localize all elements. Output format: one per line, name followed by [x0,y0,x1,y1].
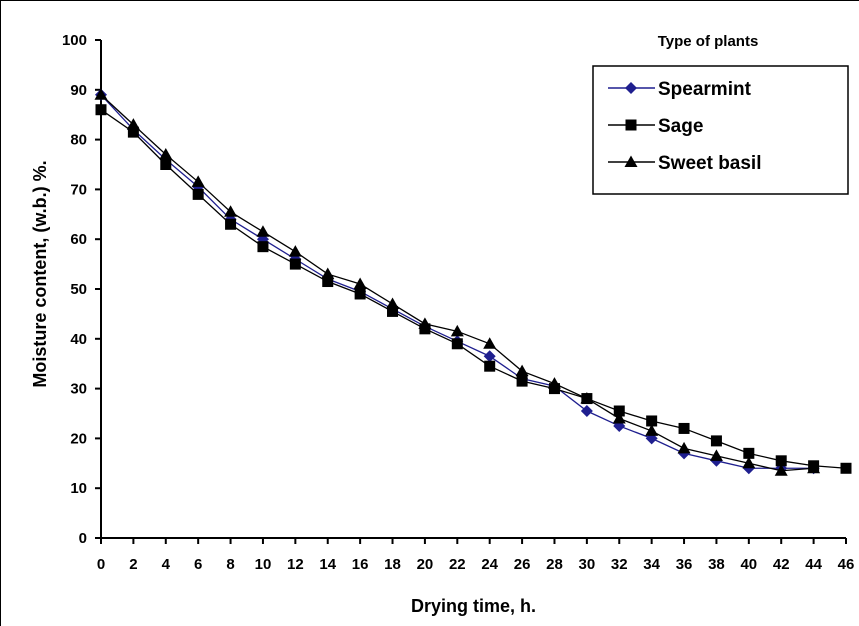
sage-point [160,159,172,170]
y-axis-title: Moisture content, (w.b.) %. [30,160,50,387]
x-tick-label: 10 [255,556,272,573]
y-tick-label: 80 [70,132,87,149]
sage-point [225,218,237,230]
sage-point [743,447,755,459]
legend-marker-sage [625,119,637,131]
sweet-basil-point [321,267,335,280]
sweet-basil-point [450,324,464,337]
x-tick-label: 42 [773,556,790,573]
sage-point [516,375,528,387]
x-tick-label: 46 [838,556,855,573]
x-axis-title: Drying time, h. [411,596,536,616]
legend-item-sweet-basil: Sweet basil [608,153,762,174]
legend-label-sage: Sage [658,116,703,137]
x-tick-label: 0 [97,556,105,573]
sage-point [95,104,107,116]
legend-marker-spearmint [625,82,637,94]
sage-point [257,241,269,253]
x-tick-label: 12 [287,556,304,573]
sage-point [127,126,139,138]
y-axis-ticks: 0 10 20 30 40 50 60 70 80 90 100 [62,32,101,547]
sweet-basil-point [807,461,821,474]
sage-point [484,360,496,372]
legend-label-sweet-basil: Sweet basil [658,153,762,174]
y-tick-label: 100 [62,32,87,49]
x-axis-ticks: 0 2 4 6 8 10 12 14 16 18 20 22 24 26 28 30 32 34 36 38 40 42 4… [97,538,855,573]
legend-item-spearmint: Spearmint [608,79,752,100]
legend-marker-sweet-basil [624,155,638,167]
x-tick-label: 24 [481,556,498,573]
sweet-basil-point [126,118,140,130]
sage-point [451,338,463,350]
sage-point [192,188,204,200]
y-tick-label: 0 [79,530,87,547]
spearmint-point [580,405,593,418]
sweet-basil-point [353,277,367,290]
x-tick-label: 2 [129,556,137,573]
y-tick-label: 20 [70,430,87,447]
x-tick-label: 30 [579,556,596,573]
sage-point [678,422,690,434]
x-tick-label: 44 [805,556,822,573]
sweet-basil-point [612,411,626,424]
sweet-basil-point [547,377,561,389]
sage-point [322,276,334,288]
sage-point [840,462,852,474]
x-tick-label: 34 [643,556,660,573]
sage-point [613,405,625,417]
sweet-basil-point [191,175,205,187]
x-tick-label: 14 [319,556,336,573]
x-tick-label: 28 [546,556,563,573]
sweet-basil-point [709,449,723,461]
x-tick-label: 26 [514,556,531,573]
sweet-basil-point [256,225,270,237]
x-tick-label: 18 [384,556,401,573]
sweet-basil-point [774,464,788,476]
sweet-basil-point [288,245,302,257]
legend: Spearmint Sage Sweet basil [592,65,849,195]
legend-label-spearmint: Spearmint [658,79,752,100]
x-tick-label: 6 [194,556,202,573]
sage-point [289,258,301,270]
x-tick-label: 16 [352,556,369,573]
x-tick-label: 36 [676,556,693,573]
y-tick-label: 10 [70,480,87,497]
y-tick-label: 90 [70,82,87,99]
spearmint-point [483,350,496,363]
legend-item-sage: Sage [608,116,703,137]
sweet-basil-point [645,424,659,436]
sage-point [354,288,366,300]
sage-point [387,305,399,317]
series-layer [94,88,852,476]
sweet-basil-point [515,364,529,377]
legend-title: Type of plants [658,33,759,50]
y-tick-label: 50 [70,281,87,298]
sweet-basil-point [159,148,173,160]
sweet-basil-point [742,456,756,469]
sweet-basil-series [94,88,821,476]
x-tick-label: 8 [226,556,234,573]
sweet-basil-point [224,205,238,217]
x-tick-label: 32 [611,556,628,573]
x-tick-label: 22 [449,556,466,573]
x-tick-label: 38 [708,556,725,573]
y-tick-label: 60 [70,231,87,248]
sweet-basil-point [418,317,432,329]
sweet-basil-point [94,88,108,100]
x-tick-label: 4 [162,556,171,573]
y-tick-label: 70 [70,181,87,198]
y-tick-label: 30 [70,381,87,398]
sage-point [710,435,722,447]
sweet-basil-point [386,297,400,309]
sweet-basil-point [677,441,691,454]
x-tick-label: 20 [417,556,434,573]
sage-point [775,455,787,467]
sweet-basil-point [483,337,497,349]
y-tick-label: 40 [70,331,87,348]
sweet-basil-point [580,392,594,404]
sage-point [646,415,658,427]
x-tick-label: 40 [740,556,757,573]
